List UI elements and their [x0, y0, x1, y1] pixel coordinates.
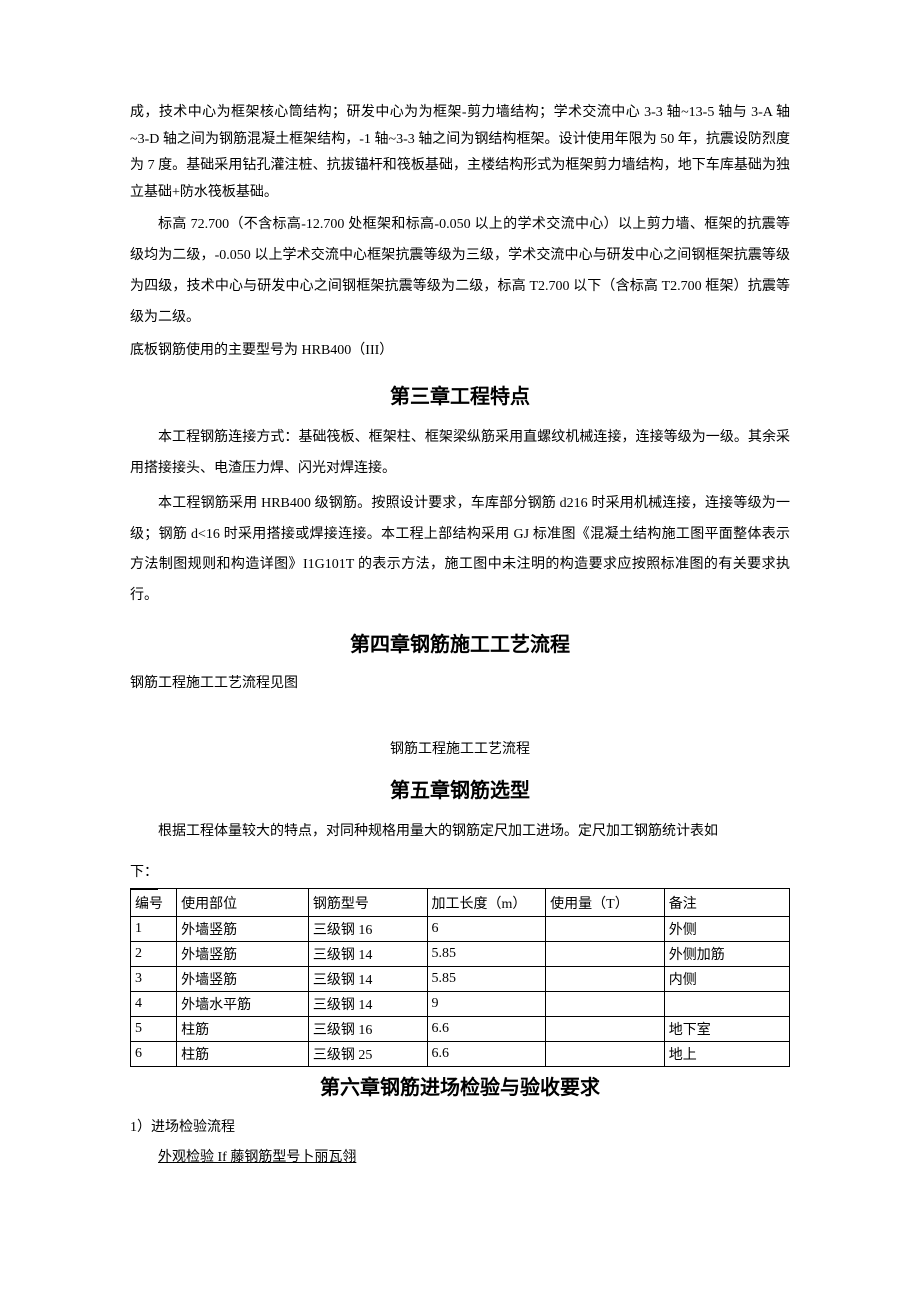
cell-type: 三级钢 14 [308, 967, 427, 992]
cell-usage [546, 917, 665, 942]
cell-note: 内侧 [664, 967, 789, 992]
cell-part: 柱筋 [177, 1017, 309, 1042]
cell-usage [546, 942, 665, 967]
cell-id: 5 [131, 1017, 177, 1042]
underlined-inspection-text: 外观检验 If 藤钢筋型号卜丽瓦翎 [130, 1146, 790, 1166]
header-type: 钢筋型号 [308, 889, 427, 917]
header-id: 编号 [131, 889, 177, 917]
table-row: 4外墙水平筋三级钢 149 [131, 992, 790, 1017]
section-1-label: 1）进场检验流程 [130, 1116, 790, 1136]
cell-length: 9 [427, 992, 546, 1017]
cell-note: 地下室 [664, 1017, 789, 1042]
paragraph-ch4-1: 钢筋工程施工工艺流程见图 [130, 671, 790, 698]
table-row: 3外墙竖筋三级钢 145.85 内侧 [131, 967, 790, 992]
paragraph-intro-1: 成，技术中心为框架核心筒结构；研发中心为为框架-剪力墙结构；学术交流中心 3-3… [130, 100, 790, 206]
cell-part: 外墙竖筋 [177, 967, 309, 992]
cell-part: 外墙竖筋 [177, 942, 309, 967]
cell-id: 4 [131, 992, 177, 1017]
paragraph-ch3-2: 本工程钢筋采用 HRB400 级钢筋。按照设计要求，车库部分钢筋 d216 时采… [130, 489, 790, 612]
header-part: 使用部位 [177, 889, 309, 917]
cell-type: 三级钢 14 [308, 992, 427, 1017]
cell-id: 3 [131, 967, 177, 992]
cell-length: 5.85 [427, 967, 546, 992]
table-body: 1外墙竖筋三级钢 166外侧2外墙竖筋三级钢 145.85外侧加筋3外墙竖筋三级… [131, 917, 790, 1067]
cell-note: 外侧加筋 [664, 942, 789, 967]
cell-part: 柱筋 [177, 1042, 309, 1067]
cell-length: 6.6 [427, 1017, 546, 1042]
table-header-row: 编号 使用部位 钢筋型号 加工长度（m） 使用量（T） 备注 [131, 889, 790, 917]
cell-id: 6 [131, 1042, 177, 1067]
cell-usage [546, 967, 665, 992]
paragraph-rebar-type: 底板钢筋使用的主要型号为 HRB400（III） [130, 338, 790, 365]
chapter-4-title: 第四章钢筋施工工艺流程 [130, 628, 790, 657]
cell-usage [546, 992, 665, 1017]
table-row: 5柱筋三级钢 166.6 地下室 [131, 1017, 790, 1042]
cell-type: 三级钢 16 [308, 1017, 427, 1042]
table-row: 2外墙竖筋三级钢 145.85 外侧加筋 [131, 942, 790, 967]
header-length: 加工长度（m） [427, 889, 546, 917]
chapter-3-title: 第三章工程特点 [130, 380, 790, 409]
chapter-6-title: 第六章钢筋进场检验与验收要求 [130, 1071, 790, 1100]
cell-length: 5.85 [427, 942, 546, 967]
table-row: 1外墙竖筋三级钢 166 外侧 [131, 917, 790, 942]
flow-subtitle: 钢筋工程施工工艺流程 [130, 738, 790, 758]
cell-usage [546, 1042, 665, 1067]
header-usage: 使用量（T） [546, 889, 665, 917]
cell-length: 6.6 [427, 1042, 546, 1067]
cell-type: 三级钢 25 [308, 1042, 427, 1067]
cell-note: 地上 [664, 1042, 789, 1067]
cell-type: 三级钢 16 [308, 917, 427, 942]
cell-type: 三级钢 14 [308, 942, 427, 967]
header-note: 备注 [664, 889, 789, 917]
cell-usage [546, 1017, 665, 1042]
cell-note [664, 992, 789, 1017]
cell-note: 外侧 [664, 917, 789, 942]
paragraph-intro-2: 标高 72.700（不含标高-12.700 处框架和标高-0.050 以上的学术… [130, 210, 790, 333]
below-label: 下： [130, 859, 158, 890]
cell-id: 1 [131, 917, 177, 942]
cell-length: 6 [427, 917, 546, 942]
rebar-table: 编号 使用部位 钢筋型号 加工长度（m） 使用量（T） 备注 1外墙竖筋三级钢 … [130, 888, 790, 1067]
table-row: 6柱筋三级钢 256.6 地上 [131, 1042, 790, 1067]
cell-part: 外墙竖筋 [177, 917, 309, 942]
paragraph-ch5-intro: 根据工程体量较大的特点，对同种规格用量大的钢筋定尺加工进场。定尺加工钢筋统计表如 [130, 817, 790, 848]
paragraph-ch3-1: 本工程钢筋连接方式：基础筏板、框架柱、框架梁纵筋采用直螺纹机械连接，连接等级为一… [130, 423, 790, 485]
chapter-5-title: 第五章钢筋选型 [130, 774, 790, 803]
cell-id: 2 [131, 942, 177, 967]
cell-part: 外墙水平筋 [177, 992, 309, 1017]
